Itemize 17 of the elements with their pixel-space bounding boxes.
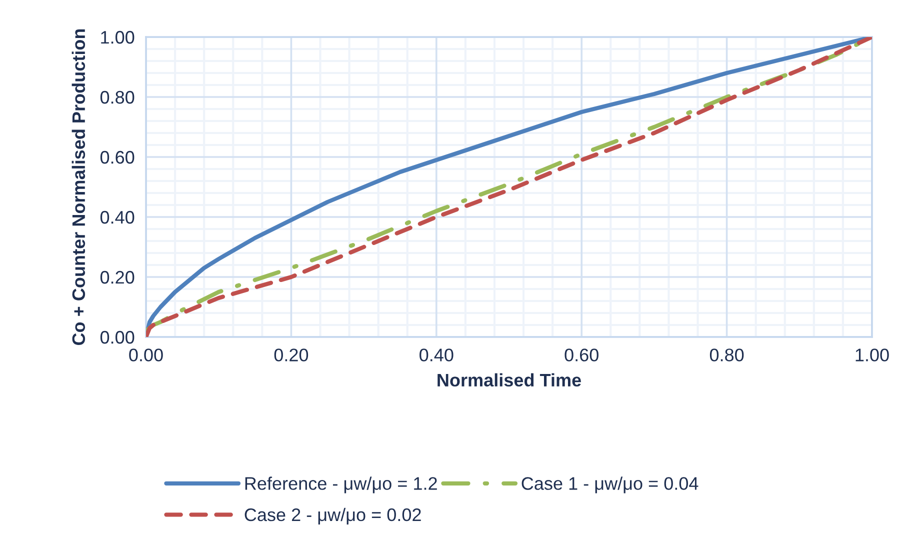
legend-label: Case 2 - μw/μo = 0.02 bbox=[244, 508, 421, 524]
x-tick-label: 0.40 bbox=[420, 348, 454, 362]
x-tick-label: 0.00 bbox=[129, 348, 163, 362]
x-axis-title: Normalised Time bbox=[438, 373, 581, 387]
y-tick-label: 0.20 bbox=[100, 270, 134, 284]
x-tick-label: 1.00 bbox=[856, 348, 889, 362]
legend-label: Case 1 - μw/μo = 0.04 bbox=[522, 476, 698, 494]
y-tick-label: 1.00 bbox=[101, 30, 134, 44]
x-tick-label: 0.60 bbox=[564, 348, 598, 362]
y-tick-label: 0.00 bbox=[100, 330, 134, 344]
y-tick-label: 0.40 bbox=[100, 210, 134, 224]
x-tick-label: 0.20 bbox=[274, 348, 308, 362]
x-tick-label: 0.80 bbox=[710, 348, 744, 362]
y-axis-title: Co + Counter Normalised Production bbox=[72, 29, 86, 346]
y-tick-label: 0.60 bbox=[100, 150, 134, 164]
legend-label: Reference - μw/μo = 1.2 bbox=[245, 476, 437, 494]
y-tick-label: 0.80 bbox=[100, 90, 134, 104]
